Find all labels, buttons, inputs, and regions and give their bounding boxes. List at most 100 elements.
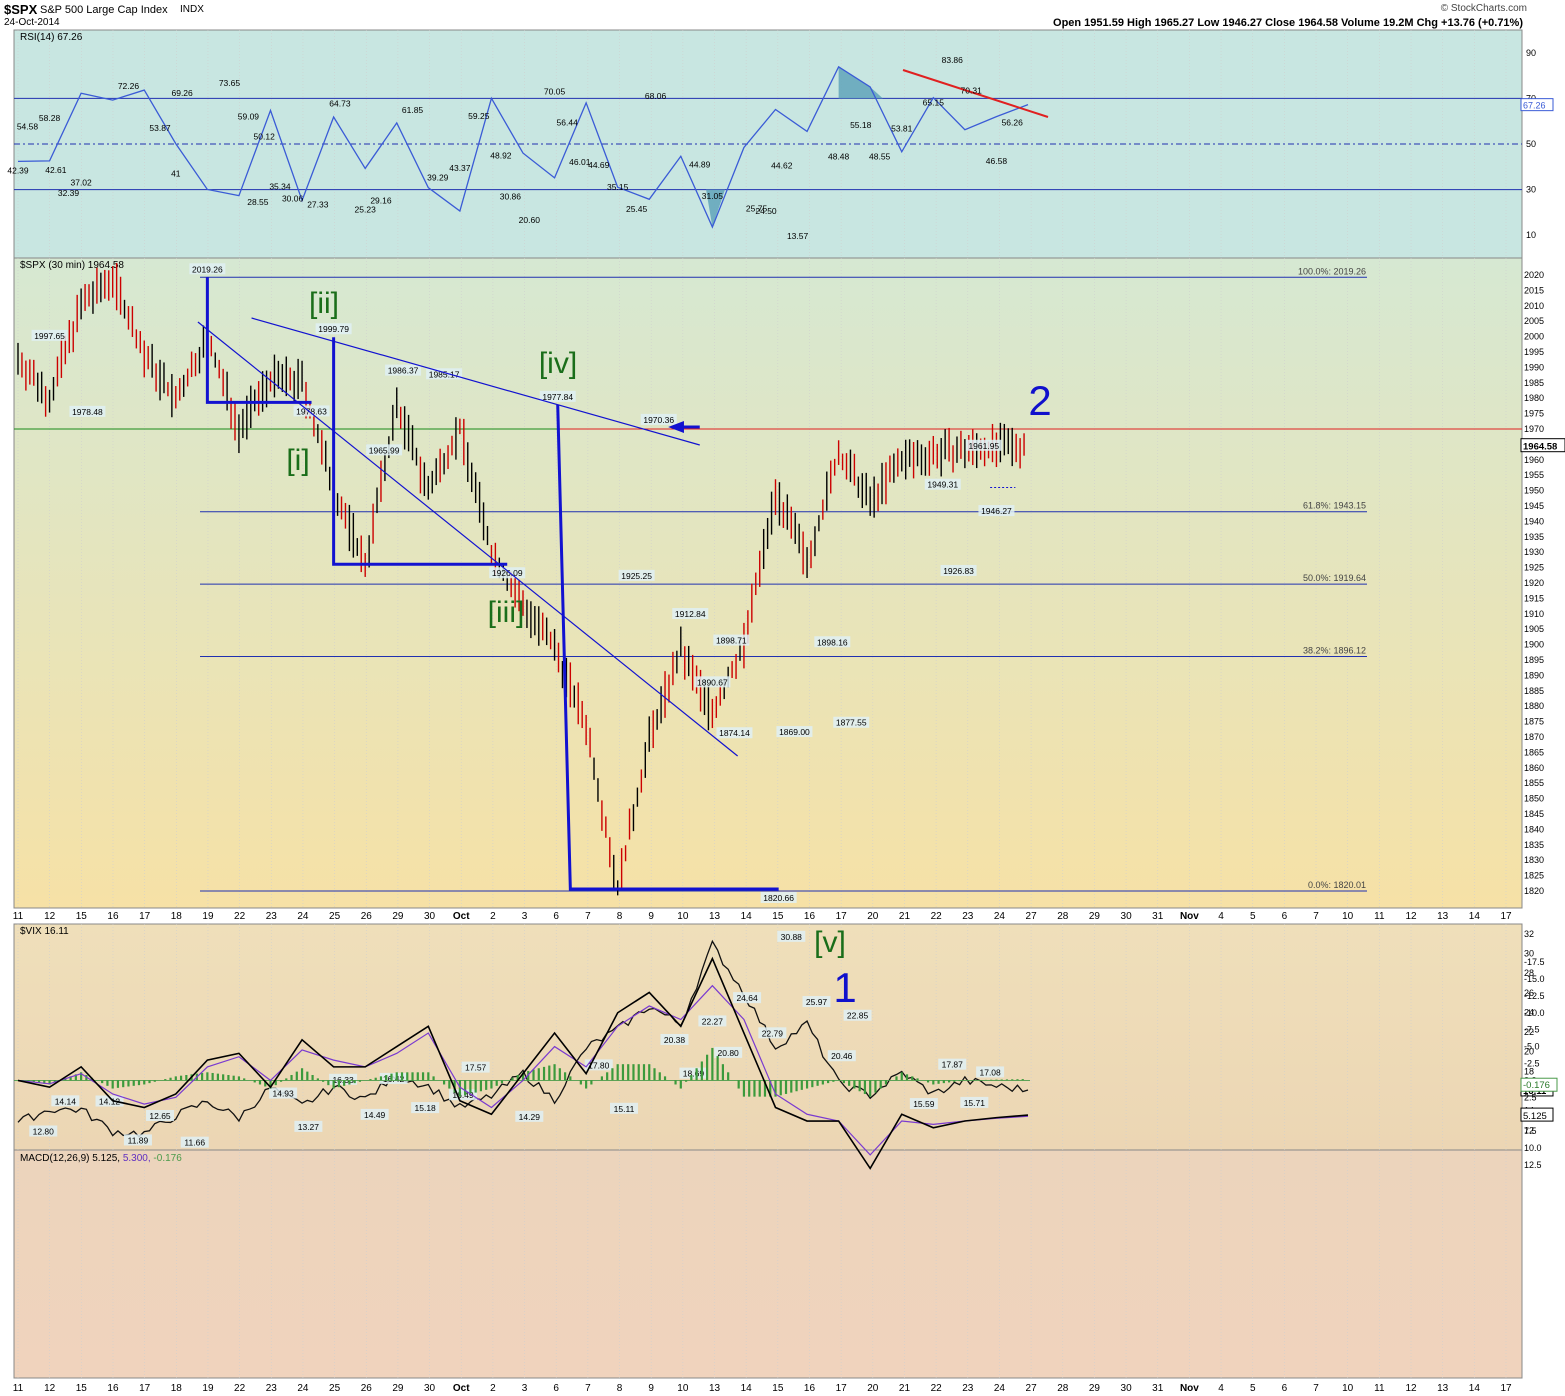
vix-point-label: 15.59 [913,1099,935,1109]
vix-label-box [294,1120,323,1132]
vix-point-label: 22.85 [847,1011,869,1021]
x-tick-label: 14 [1469,911,1481,922]
x-tick-label: 18 [171,911,183,922]
price-y-tick: 1880 [1524,701,1544,711]
rsi-point-label: 59.09 [238,111,260,121]
x-tick-label: 13 [709,911,721,922]
vix-label-box [976,1066,1005,1078]
price-point-label: 1949.31 [927,480,958,490]
price-y-tick: 1935 [1524,532,1544,542]
vix-point-label: 20.80 [718,1048,740,1058]
vix-y-tick: 28 [1524,968,1534,978]
rsi-point-label: 48.48 [828,151,850,161]
price-label-box [426,368,463,380]
price-label-box [924,478,961,490]
x-tick-label: 12 [44,1383,56,1394]
rsi-y-tick: 30 [1526,185,1536,195]
price-point-label: 1925.25 [621,571,652,581]
x-tick-label: 11 [13,1383,24,1394]
macd-y-tick: -5.0 [1524,1042,1540,1052]
symbol: $SPX [4,2,38,17]
x-tick-label: 24 [297,911,309,922]
wave-label: [iii] [488,596,525,629]
rsi-series-line [17,65,1029,229]
wave-label: 1 [833,964,856,1011]
price-y-tick: 1865 [1524,747,1544,757]
x-tick-label: 23 [962,911,974,922]
vix-label-box [360,1108,389,1120]
x-tick-label: 10 [1342,1383,1354,1394]
rsi-point-label: 30.06 [282,193,304,203]
x-tick-label: 11 [1374,911,1385,922]
vix-y-tick: 12 [1524,1125,1534,1135]
rsi-point-label: 30.86 [500,192,522,202]
vix-label-box [515,1110,544,1122]
x-tick-label: 27 [1026,911,1038,922]
x-tick-label: 2 [490,911,496,922]
wave-v-bracket [556,404,779,891]
macd-y-tick: -7.5 [1524,1025,1540,1035]
price-point-label: 1978.48 [72,407,103,417]
price-label-box [640,413,677,425]
wave-label: [ii] [309,287,339,320]
x-tick-label: 31 [1152,1383,1164,1394]
price-y-tick: 1995 [1524,347,1544,357]
x-tick-label: 26 [361,911,373,922]
x-tick-label: 15 [772,1383,784,1394]
price-panel [13,257,1523,909]
macd-current-value: 5.125 [1523,1111,1547,1122]
x-tick-label: 24 [994,1383,1006,1394]
x-tick-label: 22 [234,911,246,922]
x-tick-label: 6 [1282,1383,1288,1394]
wave-label: [iv] [539,347,577,380]
vix-label-box [95,1095,124,1107]
vix-label-box [802,996,831,1008]
price-y-tick: 2015 [1524,285,1544,295]
vix-point-label: 25.97 [806,997,828,1007]
price-point-label: 1961.95 [968,441,999,451]
price-y-tick: 1870 [1524,732,1544,742]
x-tick-label: 30 [1121,1383,1133,1394]
rsi-point-label: 35.34 [269,181,291,191]
price-label-box [760,891,797,903]
rsi-point-label: 53.81 [891,123,913,133]
rsi-point-label: 58.28 [39,113,61,123]
rsi-point-label: 46.01 [569,157,591,167]
price-point-label: 1926.09 [492,568,523,578]
arrow-left-icon [668,421,684,433]
x-tick-label: 2 [490,1383,496,1394]
price-label-box [814,636,851,648]
rsi-point-label: 83.86 [942,55,964,65]
price-y-tick: 1975 [1524,409,1544,419]
vix-label-box [180,1136,209,1148]
x-tick-label: 15 [772,911,784,922]
x-tick-label: Nov [1180,1383,1199,1394]
rsi-point-label: 44.89 [689,160,711,170]
macd-hist-current-value: -0.176 [1523,1080,1550,1091]
x-tick-label: 8 [617,1383,623,1394]
price-y-tick: 1840 [1524,824,1544,834]
x-tick-label: 23 [266,1383,278,1394]
rsi-point-label: 53.87 [149,123,171,133]
price-label-box [978,505,1015,517]
price-y-tick: 1945 [1524,501,1544,511]
vix-point-label: 16.42 [383,1074,405,1084]
price-current-tag [1520,438,1565,453]
fib-label: 0.0%: 1820.01 [1308,880,1366,890]
price-y-tick: 1920 [1524,578,1544,588]
x-tick-label: 24 [994,911,1006,922]
x-tick-label: 14 [1469,1383,1481,1394]
rsi-point-label: 56.44 [557,117,579,127]
price-y-tick: 1845 [1524,809,1544,819]
macd-y-tick: 12.5 [1524,1160,1542,1170]
rsi-current-tag [1520,98,1554,112]
x-tick-label: 16 [107,1383,119,1394]
vix-point-label: 11.66 [184,1138,205,1148]
vix-label-box [29,1125,58,1137]
x-tick-label: 14 [741,911,753,922]
rsi-point-label: 44.69 [588,160,610,170]
vix-point-label: 24.64 [736,993,758,1003]
macd-y-tick: 10.0 [1524,1143,1542,1153]
x-tick-label: Oct [453,911,470,922]
